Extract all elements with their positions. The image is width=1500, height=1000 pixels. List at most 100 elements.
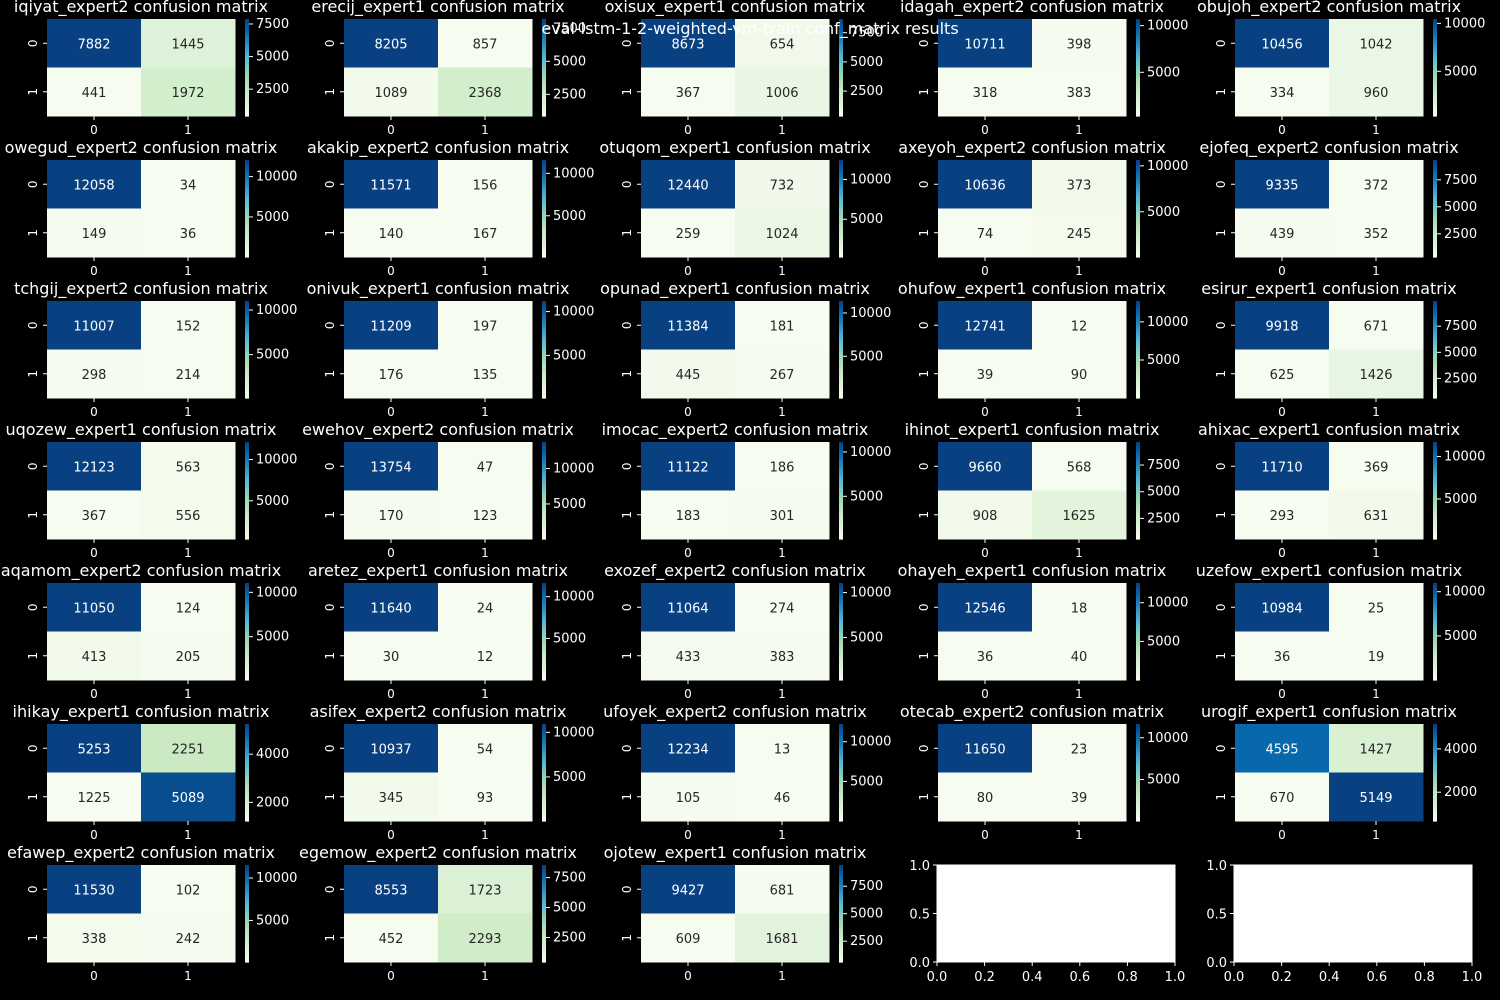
x-tick-label: 1 [1075, 264, 1083, 278]
colorbar-segment [1433, 670, 1437, 674]
colorbar-segment [839, 726, 843, 730]
cell-value-label: 452 [379, 932, 404, 947]
colorbar-segment [245, 799, 249, 803]
colorbar-segment [839, 162, 843, 166]
heatmap-cell [47, 19, 142, 68]
colorbar-segment [839, 315, 843, 319]
colorbar-segment [839, 101, 843, 105]
cell-value-label: 259 [676, 227, 701, 242]
colorbar-segment [1136, 609, 1140, 613]
colorbar-segment [542, 390, 546, 394]
colorbar-segment [839, 485, 843, 489]
colorbar-segment [542, 458, 546, 462]
y-tick-label: 0 [620, 744, 634, 752]
colorbar-segment [1433, 196, 1437, 200]
colorbar-segment [542, 796, 546, 800]
colorbar-segment [542, 619, 546, 623]
colorbar-segment [1433, 757, 1437, 761]
colorbar-segment [839, 385, 843, 389]
colorbar-segment [839, 50, 843, 54]
x-tick-label: 1 [481, 264, 489, 278]
colorbar-segment [1433, 808, 1437, 812]
x-tick-label: 1 [778, 264, 786, 278]
heatmap-cell [938, 724, 1033, 773]
colorbar-segment [1433, 500, 1437, 504]
x-tick-label: 0 [90, 687, 98, 701]
x-tick-label: 1 [778, 969, 786, 983]
colorbar-segment [1136, 728, 1140, 732]
colorbar-segment [245, 320, 249, 324]
colorbar-segment [1433, 507, 1437, 511]
colorbar-segment [542, 167, 546, 171]
colorbar-segment [1433, 731, 1437, 735]
colorbar-segment [245, 305, 249, 309]
heatmap-cell [47, 631, 142, 681]
subplot-title: ahixac_expert1 confusion matrix [1198, 420, 1460, 440]
colorbar-segment [542, 867, 546, 871]
colorbar-segment [542, 643, 546, 647]
colorbar-segment [542, 480, 546, 484]
colorbar-tick-label: 7500 [1147, 458, 1180, 473]
colorbar-segment [839, 31, 843, 35]
heatmap-cell [438, 208, 533, 258]
colorbar-segment [542, 791, 546, 795]
colorbar-segment [1433, 473, 1437, 477]
colorbar-segment [839, 463, 843, 467]
colorbar-segment [542, 804, 546, 808]
colorbar-segment [1433, 799, 1437, 803]
colorbar-segment [245, 69, 249, 73]
colorbar-segment [839, 237, 843, 241]
heatmap-cell [735, 772, 830, 822]
y-tick-label: 0 [1214, 321, 1228, 329]
colorbar-segment [245, 334, 249, 338]
colorbar-segment [1136, 40, 1140, 44]
heatmap-cell [438, 631, 533, 681]
colorbar-segment [1136, 590, 1140, 594]
colorbar-tick-label: 5000 [850, 55, 883, 70]
colorbar-tick-label: 10000 [256, 585, 297, 600]
colorbar-segment [839, 648, 843, 652]
heatmap-cell [141, 631, 236, 681]
colorbar-tick-label: 10000 [850, 306, 891, 321]
colorbar-segment [542, 237, 546, 241]
colorbar-segment [1136, 91, 1140, 95]
heatmap-cell [1235, 724, 1330, 773]
colorbar-segment [245, 733, 249, 737]
colorbar-segment [1433, 779, 1437, 783]
colorbar-segment [1136, 45, 1140, 49]
colorbar-segment [839, 254, 843, 258]
colorbar-segment [245, 583, 249, 587]
colorbar-segment [542, 230, 546, 234]
x-tick-label: 0 [684, 969, 692, 983]
x-tick-label: 0.2 [974, 970, 995, 985]
colorbar-segment [839, 361, 843, 365]
colorbar-segment [245, 164, 249, 168]
colorbar-segment [839, 89, 843, 93]
colorbar-segment [542, 658, 546, 662]
colorbar-segment [1433, 320, 1437, 324]
colorbar-segment [245, 108, 249, 112]
colorbar-segment [1136, 303, 1140, 307]
colorbar-segment [1136, 21, 1140, 25]
colorbar-segment [245, 43, 249, 47]
colorbar-segment [839, 509, 843, 513]
colorbar-segment [1433, 502, 1437, 506]
colorbar-segment [542, 789, 546, 793]
colorbar-segment [542, 385, 546, 389]
colorbar-segment [839, 252, 843, 256]
colorbar-segment [245, 77, 249, 81]
colorbar-segment [839, 782, 843, 786]
colorbar-segment [542, 592, 546, 596]
colorbar-segment [542, 77, 546, 81]
colorbar-tick-label: 2500 [850, 934, 883, 949]
x-tick-label: 1 [778, 546, 786, 560]
colorbar-segment [1433, 733, 1437, 737]
colorbar-segment [542, 69, 546, 73]
colorbar-segment [1136, 480, 1140, 484]
cell-value-label: 8673 [671, 37, 704, 52]
colorbar-segment [839, 607, 843, 611]
colorbar-segment [245, 641, 249, 645]
